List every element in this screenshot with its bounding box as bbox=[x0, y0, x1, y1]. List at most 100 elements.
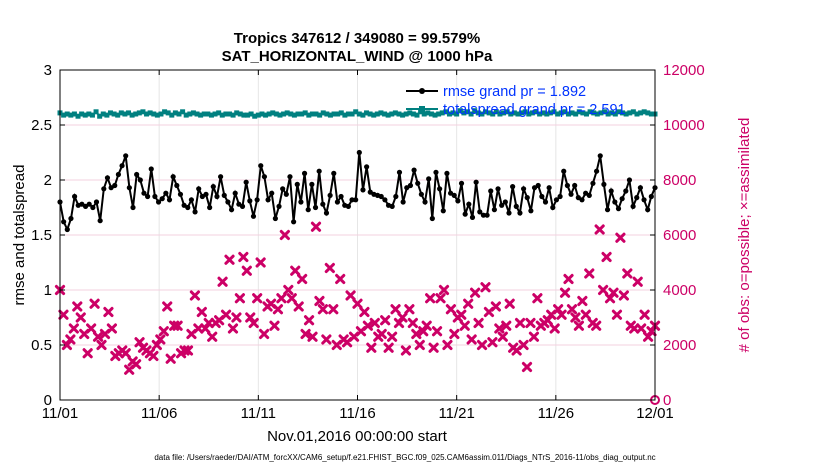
rmse-point bbox=[345, 203, 351, 209]
rmse-point bbox=[437, 186, 443, 192]
totalspread-point bbox=[583, 111, 589, 117]
rmse-point bbox=[334, 199, 341, 205]
obs-point bbox=[131, 359, 142, 370]
rmse-point bbox=[188, 197, 195, 203]
rmse-point bbox=[608, 188, 614, 194]
obs-point bbox=[252, 293, 263, 304]
rmse-point bbox=[353, 197, 359, 203]
obs-point bbox=[442, 339, 453, 351]
rmse-point bbox=[159, 196, 165, 202]
totalspread-point bbox=[324, 111, 330, 117]
rmse-point bbox=[163, 190, 169, 196]
rmse-point bbox=[228, 207, 235, 213]
obs-point bbox=[106, 323, 117, 334]
y-tick-label: 0.5 bbox=[31, 337, 52, 354]
totalspread-point bbox=[493, 109, 499, 115]
rmse-point bbox=[462, 211, 468, 217]
totalspread-point bbox=[623, 111, 629, 117]
totalspread-point bbox=[306, 112, 312, 118]
rmse-point bbox=[535, 182, 541, 189]
rmse-series bbox=[57, 149, 658, 233]
rmse-point bbox=[524, 195, 530, 201]
obs-point bbox=[182, 345, 194, 356]
totalspread-point bbox=[317, 112, 323, 118]
rmse-point bbox=[239, 203, 246, 209]
rmse-point bbox=[539, 193, 545, 200]
totalspread-point bbox=[555, 111, 561, 117]
totalspread-point bbox=[75, 113, 81, 119]
obs-point bbox=[421, 320, 432, 331]
obs-point bbox=[290, 265, 301, 276]
totalspread-point bbox=[364, 110, 370, 116]
rmse-point bbox=[455, 198, 461, 204]
obs-point bbox=[314, 295, 325, 307]
totalspread-point bbox=[648, 111, 654, 117]
rmse-point bbox=[389, 203, 395, 209]
totalspread-point bbox=[501, 110, 507, 116]
rmse-point bbox=[601, 181, 607, 187]
rmse-point bbox=[283, 191, 289, 197]
rmse-point bbox=[218, 174, 224, 180]
rmse-point bbox=[499, 202, 505, 208]
y-right-tick-label: 10000 bbox=[663, 117, 705, 134]
obs-point bbox=[92, 331, 104, 342]
obs-point bbox=[566, 304, 578, 315]
rmse-point bbox=[433, 169, 439, 175]
totalspread-point bbox=[183, 112, 189, 118]
rmse-point bbox=[477, 209, 483, 215]
rmse-point bbox=[258, 163, 264, 169]
obs-point bbox=[639, 309, 650, 320]
totalspread-point bbox=[115, 112, 121, 118]
rmse-point bbox=[542, 199, 549, 205]
totalspread-point bbox=[454, 111, 460, 117]
rmse-point bbox=[192, 209, 198, 215]
rmse-point bbox=[356, 149, 362, 156]
obs-point bbox=[456, 309, 467, 320]
obs-point bbox=[577, 295, 588, 307]
rmse-point bbox=[203, 191, 209, 197]
rmse-point bbox=[546, 185, 552, 191]
totalspread-point bbox=[522, 109, 528, 115]
totalspread-point bbox=[468, 111, 474, 117]
obs-point bbox=[279, 229, 290, 241]
totalspread-point bbox=[104, 112, 110, 118]
totalspread-point bbox=[208, 112, 214, 118]
x-tick-label: 11/16 bbox=[339, 405, 375, 422]
rmse-point bbox=[473, 179, 479, 185]
totalspread-point bbox=[284, 110, 290, 116]
totalspread-point bbox=[385, 112, 391, 118]
obs-point bbox=[217, 276, 228, 287]
obs-point bbox=[622, 268, 633, 279]
rmse-point bbox=[104, 175, 111, 181]
obs-series bbox=[54, 221, 661, 405]
obs-point bbox=[335, 273, 346, 285]
obs-point bbox=[411, 328, 422, 340]
totalspread-point bbox=[187, 111, 193, 117]
rmse-point bbox=[612, 199, 618, 205]
obs-point bbox=[570, 312, 581, 323]
x-tick-label: 11/11 bbox=[241, 405, 276, 422]
totalspread-point bbox=[367, 111, 373, 117]
rmse-point bbox=[97, 218, 103, 224]
rmse-point bbox=[207, 204, 213, 211]
obs-point bbox=[207, 331, 218, 342]
rmse-point bbox=[170, 174, 176, 180]
obs-point bbox=[435, 293, 446, 304]
obs-point bbox=[286, 293, 297, 304]
rmse-point bbox=[415, 180, 421, 186]
obs-point bbox=[549, 323, 560, 334]
rmse-point bbox=[502, 199, 508, 205]
spread-series bbox=[57, 108, 658, 119]
totalspread-point bbox=[172, 110, 178, 116]
rmse-point bbox=[364, 164, 370, 170]
totalspread-point bbox=[515, 111, 521, 117]
totalspread-point bbox=[605, 111, 611, 117]
rmse-point bbox=[510, 184, 516, 190]
rmse-point bbox=[458, 180, 465, 186]
rmse-point bbox=[101, 186, 107, 192]
totalspread-point bbox=[382, 111, 388, 117]
x-tick-label: 11/01 bbox=[42, 405, 78, 422]
totalspread-point bbox=[342, 112, 348, 118]
rmse-point bbox=[579, 197, 585, 203]
rmse-point bbox=[185, 204, 191, 211]
